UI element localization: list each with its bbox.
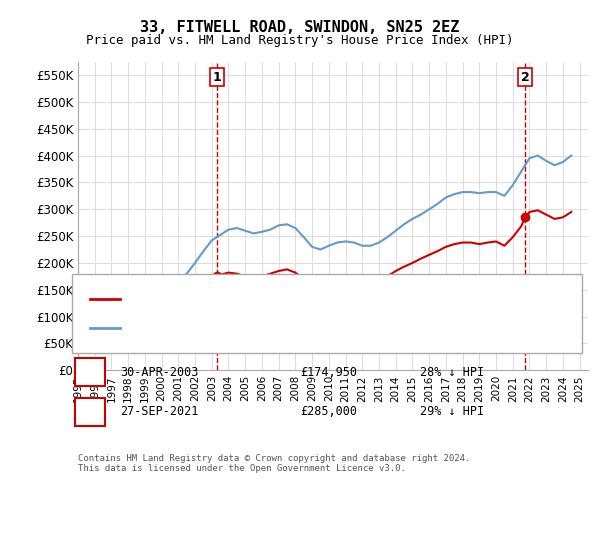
Text: 2: 2 [521,71,530,84]
Text: 1: 1 [86,366,94,379]
Text: 2: 2 [86,405,94,418]
Text: £174,950: £174,950 [300,366,357,379]
Text: 28% ↓ HPI: 28% ↓ HPI [420,366,484,379]
Text: Price paid vs. HM Land Registry's House Price Index (HPI): Price paid vs. HM Land Registry's House … [86,34,514,46]
Text: 33, FITWELL ROAD, SWINDON, SN25 2EZ (detached house): 33, FITWELL ROAD, SWINDON, SN25 2EZ (det… [132,294,457,304]
Text: 29% ↓ HPI: 29% ↓ HPI [420,405,484,418]
Text: 30-APR-2003: 30-APR-2003 [120,366,199,379]
Text: 33, FITWELL ROAD, SWINDON, SN25 2EZ: 33, FITWELL ROAD, SWINDON, SN25 2EZ [140,20,460,35]
Text: Contains HM Land Registry data © Crown copyright and database right 2024.
This d: Contains HM Land Registry data © Crown c… [78,454,470,473]
Text: HPI: Average price, detached house, Swindon: HPI: Average price, detached house, Swin… [132,323,401,333]
Text: £285,000: £285,000 [300,405,357,418]
Text: 27-SEP-2021: 27-SEP-2021 [120,405,199,418]
Text: 1: 1 [213,71,221,84]
